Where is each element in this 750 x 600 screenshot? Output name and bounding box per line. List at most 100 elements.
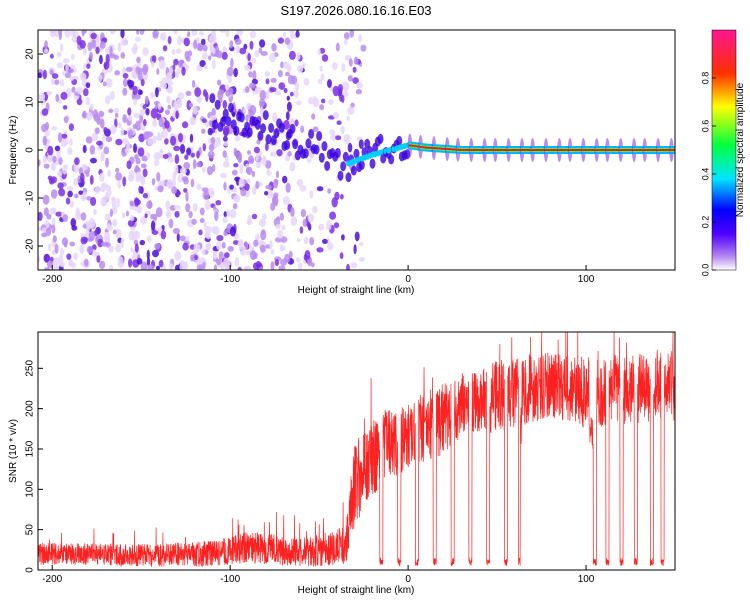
- noise-blob: [189, 133, 194, 143]
- noise-blob: [117, 180, 121, 189]
- noise-blob: [179, 263, 186, 270]
- noise-blob: [176, 190, 181, 196]
- noise-blob: [68, 123, 74, 131]
- noise-blob: [302, 218, 307, 227]
- noise-blob: [55, 93, 60, 103]
- noise-blob: [255, 153, 259, 162]
- noise-blob: [90, 196, 97, 206]
- noise-blob: [233, 147, 238, 156]
- noise-blob: [203, 221, 207, 229]
- track-segment-core: [440, 147, 444, 150]
- noise-blob: [45, 228, 52, 236]
- noise-blob: [138, 185, 142, 194]
- noise-blob: [69, 138, 73, 147]
- noise-blob: [111, 204, 118, 215]
- track-segment-core: [574, 149, 578, 151]
- noise-blob: [202, 52, 208, 60]
- noise-blob: [177, 35, 182, 46]
- noise-blob: [190, 178, 195, 188]
- noise-blob: [284, 155, 290, 162]
- noise-blob: [247, 214, 252, 225]
- noise-blob: [223, 141, 229, 147]
- track-blob: [369, 158, 376, 169]
- colorbar: 0.0 0.2 0.4 0.6 0.8 Normalized spectral ampl…: [700, 29, 746, 276]
- noise-blob: [332, 85, 340, 97]
- track-segment-core: [411, 144, 415, 147]
- noise-blob: [296, 52, 301, 61]
- noise-blob: [240, 188, 247, 197]
- noise-blob: [192, 159, 197, 170]
- noise-blob: [85, 82, 91, 89]
- track-segment-core: [427, 146, 431, 149]
- noise-blob: [103, 146, 110, 155]
- noise-blob: [308, 97, 314, 105]
- track-segment-core: [536, 149, 540, 151]
- noise-blob: [82, 191, 87, 201]
- noise-blob: [54, 79, 60, 85]
- noise-blob: [108, 245, 114, 253]
- track-blob: [302, 148, 309, 159]
- noise-blob: [56, 51, 62, 57]
- noise-blob: [114, 112, 119, 118]
- noise-blob: [332, 112, 339, 119]
- noise-blob: [95, 46, 100, 55]
- noise-blob: [113, 107, 120, 113]
- noise-blob: [177, 173, 184, 183]
- noise-blob: [274, 90, 282, 96]
- track-segment-core: [665, 149, 669, 151]
- noise-blob: [303, 78, 310, 86]
- track-segment-core: [435, 147, 439, 150]
- noise-blob: [201, 248, 206, 256]
- noise-blob: [97, 74, 103, 83]
- noise-blob: [229, 226, 236, 237]
- noise-blob: [64, 30, 71, 38]
- noise-blob: [217, 89, 225, 96]
- noise-blob: [167, 104, 172, 110]
- noise-blob: [266, 189, 274, 199]
- noise-blob: [190, 254, 195, 262]
- track-segment-core: [561, 149, 565, 151]
- noise-blob: [282, 175, 288, 184]
- track-segment-core: [585, 149, 589, 151]
- noise-blob: [86, 63, 91, 69]
- noise-blob: [286, 101, 292, 112]
- noise-blob: [46, 91, 52, 96]
- noise-blob: [80, 212, 87, 221]
- noise-blob: [71, 262, 77, 269]
- noise-blob: [196, 162, 202, 168]
- noise-blob: [150, 108, 158, 119]
- noise-blob: [295, 30, 300, 38]
- track-segment-core: [520, 149, 524, 151]
- track-segment-core: [451, 148, 455, 151]
- colorbar-gradient: [711, 29, 737, 271]
- track-segment-core: [587, 149, 591, 151]
- track-segment-core: [646, 149, 650, 151]
- noise-blob: [122, 38, 128, 46]
- noise-blob: [327, 79, 332, 88]
- noise-blob: [312, 205, 318, 214]
- track-segment-core: [606, 149, 610, 151]
- noise-blob: [233, 163, 239, 168]
- noise-blob: [253, 146, 260, 154]
- noise-blob: [142, 192, 148, 199]
- noise-blob: [142, 168, 148, 178]
- noise-blob: [185, 235, 190, 242]
- noise-blob: [115, 138, 123, 146]
- track-segment-core: [627, 149, 631, 151]
- x-tick-label: 100: [578, 274, 595, 285]
- track-segment-core: [611, 149, 615, 151]
- noise-blob: [193, 243, 201, 253]
- noise-blob: [230, 57, 234, 68]
- noise-blob: [306, 221, 311, 228]
- noise-blob: [151, 178, 156, 186]
- noise-blob: [284, 37, 291, 45]
- noise-blob: [285, 71, 290, 77]
- spectrogram-x-ticks: -200 -100 0 100: [42, 265, 595, 285]
- noise-blob: [265, 142, 269, 152]
- y-tick-label: 10: [25, 96, 36, 108]
- spectrogram-y-label: Frequency (Hz): [8, 116, 19, 185]
- noise-blob: [162, 45, 168, 52]
- noise-blob: [294, 82, 300, 92]
- track-segment-core: [470, 149, 474, 151]
- noise-blob: [59, 79, 65, 87]
